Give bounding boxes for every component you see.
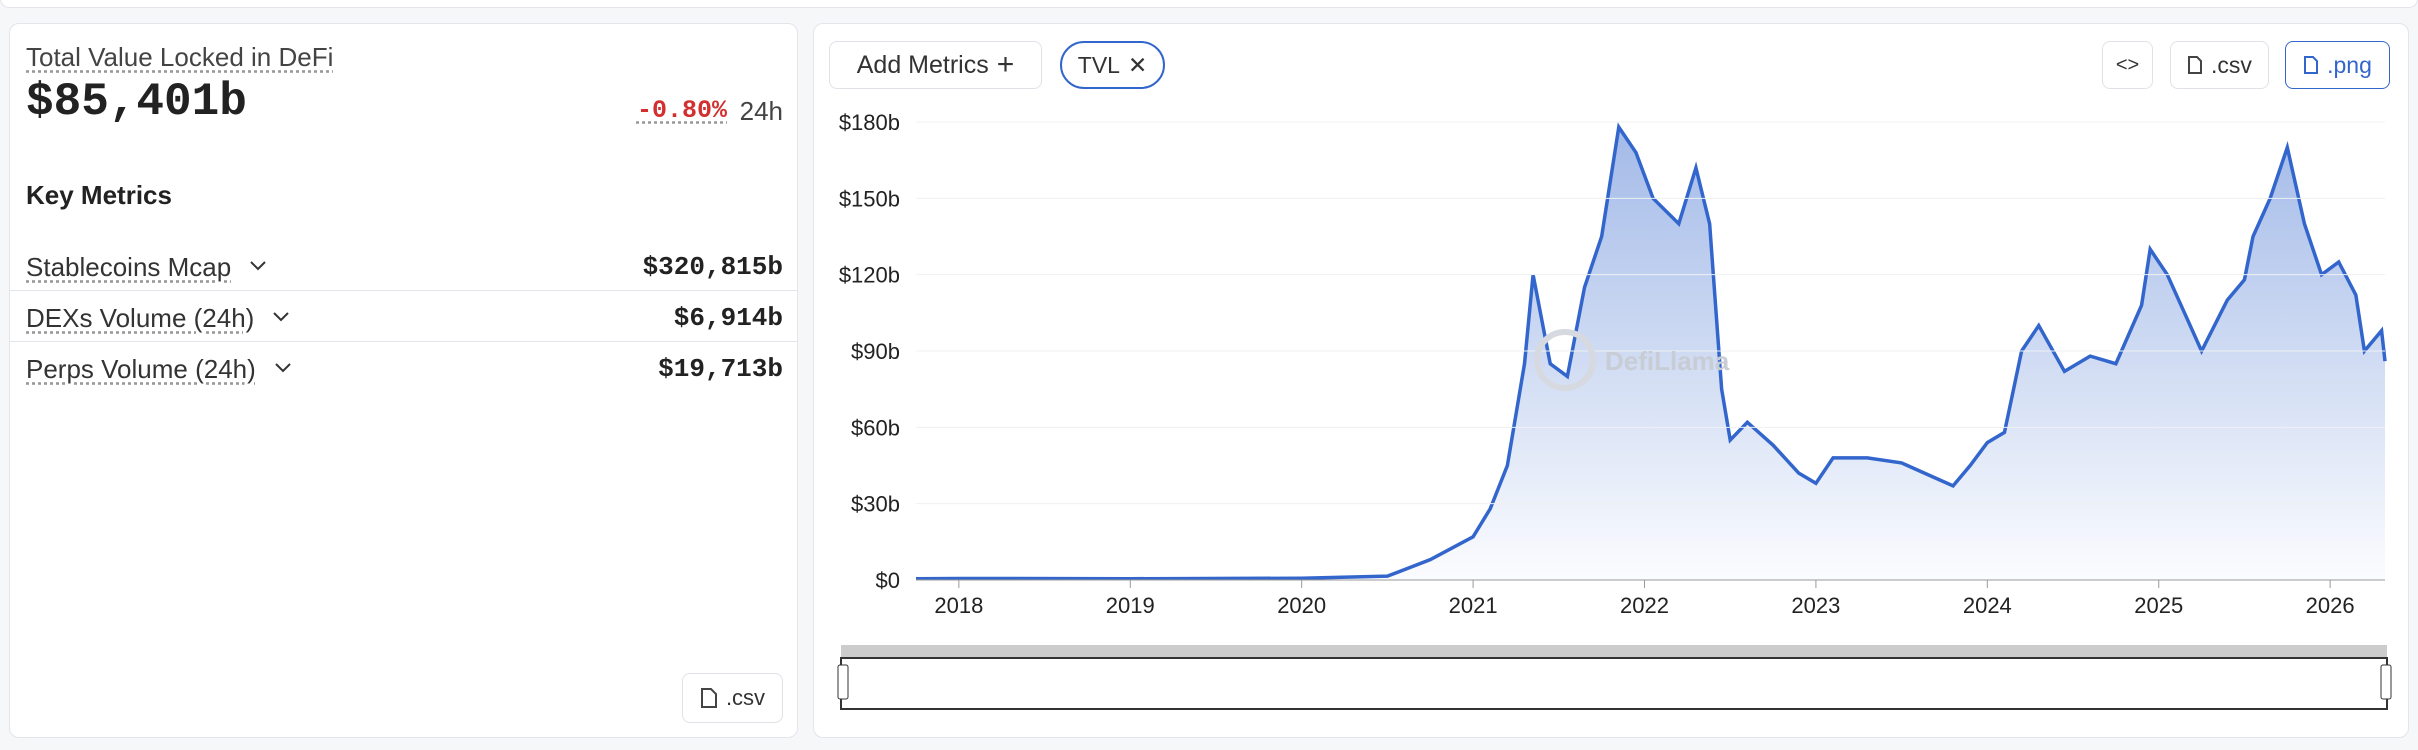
metric-label[interactable]: DEXs Volume (24h) bbox=[26, 303, 255, 333]
y-tick-label: $30b bbox=[851, 492, 900, 517]
x-tick-label: 2025 bbox=[2134, 593, 2183, 618]
x-tick-label: 2018 bbox=[934, 593, 983, 618]
x-tick-label: 2019 bbox=[1106, 593, 1155, 618]
y-tick-label: $90b bbox=[851, 339, 900, 364]
file-icon bbox=[2304, 56, 2319, 74]
png-label: .png bbox=[2327, 51, 2372, 78]
section-title: Key Metrics bbox=[26, 180, 172, 210]
watermark-logo bbox=[1534, 329, 1596, 391]
x-tick-label: 2023 bbox=[1791, 593, 1840, 618]
y-tick-label: $120b bbox=[839, 263, 900, 288]
divider bbox=[10, 341, 797, 342]
csv-export-label: .csv bbox=[2211, 51, 2252, 78]
csv-button[interactable]: .csv bbox=[682, 673, 783, 723]
tvl-chip[interactable]: TVL ✕ bbox=[1060, 41, 1165, 89]
add-label: Add Metrics bbox=[856, 50, 989, 79]
navigator bbox=[840, 657, 2388, 710]
x-tick-label: 2022 bbox=[1620, 593, 1669, 618]
png-export[interactable]: .png bbox=[2285, 41, 2390, 89]
chevron[interactable] bbox=[272, 311, 290, 323]
nav-handle[interactable] bbox=[2380, 664, 2392, 700]
close-icon: ✕ bbox=[1127, 51, 1148, 78]
summary-panel: Total Value Locked in DeFi $85,401b -0.8… bbox=[9, 23, 798, 738]
plus-icon: + bbox=[996, 48, 1015, 81]
x-tick-label: 2021 bbox=[1449, 593, 1498, 618]
change: -0.80% bbox=[636, 96, 727, 125]
metric-value: $19,713b bbox=[658, 354, 783, 384]
y-tick-label: $180b bbox=[839, 110, 900, 135]
tvl-title: Total Value Locked in DeFi bbox=[26, 42, 334, 72]
file-icon bbox=[2188, 56, 2203, 74]
nav-handle[interactable] bbox=[837, 664, 849, 700]
chip-label: TVL bbox=[1077, 51, 1120, 78]
tvl-value: $85,401b bbox=[26, 76, 247, 128]
y-tick-label: $0 bbox=[876, 568, 900, 593]
csv-label: .csv bbox=[725, 685, 766, 710]
chevron[interactable] bbox=[274, 362, 292, 374]
metric-label[interactable]: Perps Volume (24h) bbox=[26, 354, 256, 384]
divider bbox=[10, 290, 797, 291]
watermark: DefiLlama bbox=[1605, 346, 1730, 376]
line bbox=[915, 122, 2387, 581]
x-tick-label: 2020 bbox=[1277, 593, 1326, 618]
add-metrics[interactable]: Add Metrics + bbox=[829, 41, 1042, 89]
period: 24h bbox=[739, 96, 783, 126]
csv-export[interactable]: .csv bbox=[2170, 41, 2269, 89]
metric-label[interactable]: Stablecoins Mcap bbox=[26, 252, 232, 282]
metric-value: $320,815b bbox=[642, 252, 783, 282]
y-tick-label: $60b bbox=[851, 415, 900, 440]
chevron[interactable] bbox=[249, 260, 267, 272]
file-icon bbox=[700, 688, 717, 708]
nav-bar bbox=[841, 645, 2387, 657]
x-tick-label: 2026 bbox=[2306, 593, 2355, 618]
x-tick-label: 2024 bbox=[1963, 593, 2012, 618]
area bbox=[916, 127, 2385, 580]
metric-value: $6,914b bbox=[673, 303, 783, 333]
embed-button[interactable]: <> bbox=[2102, 41, 2153, 89]
y-tick-label: $150b bbox=[839, 186, 900, 211]
